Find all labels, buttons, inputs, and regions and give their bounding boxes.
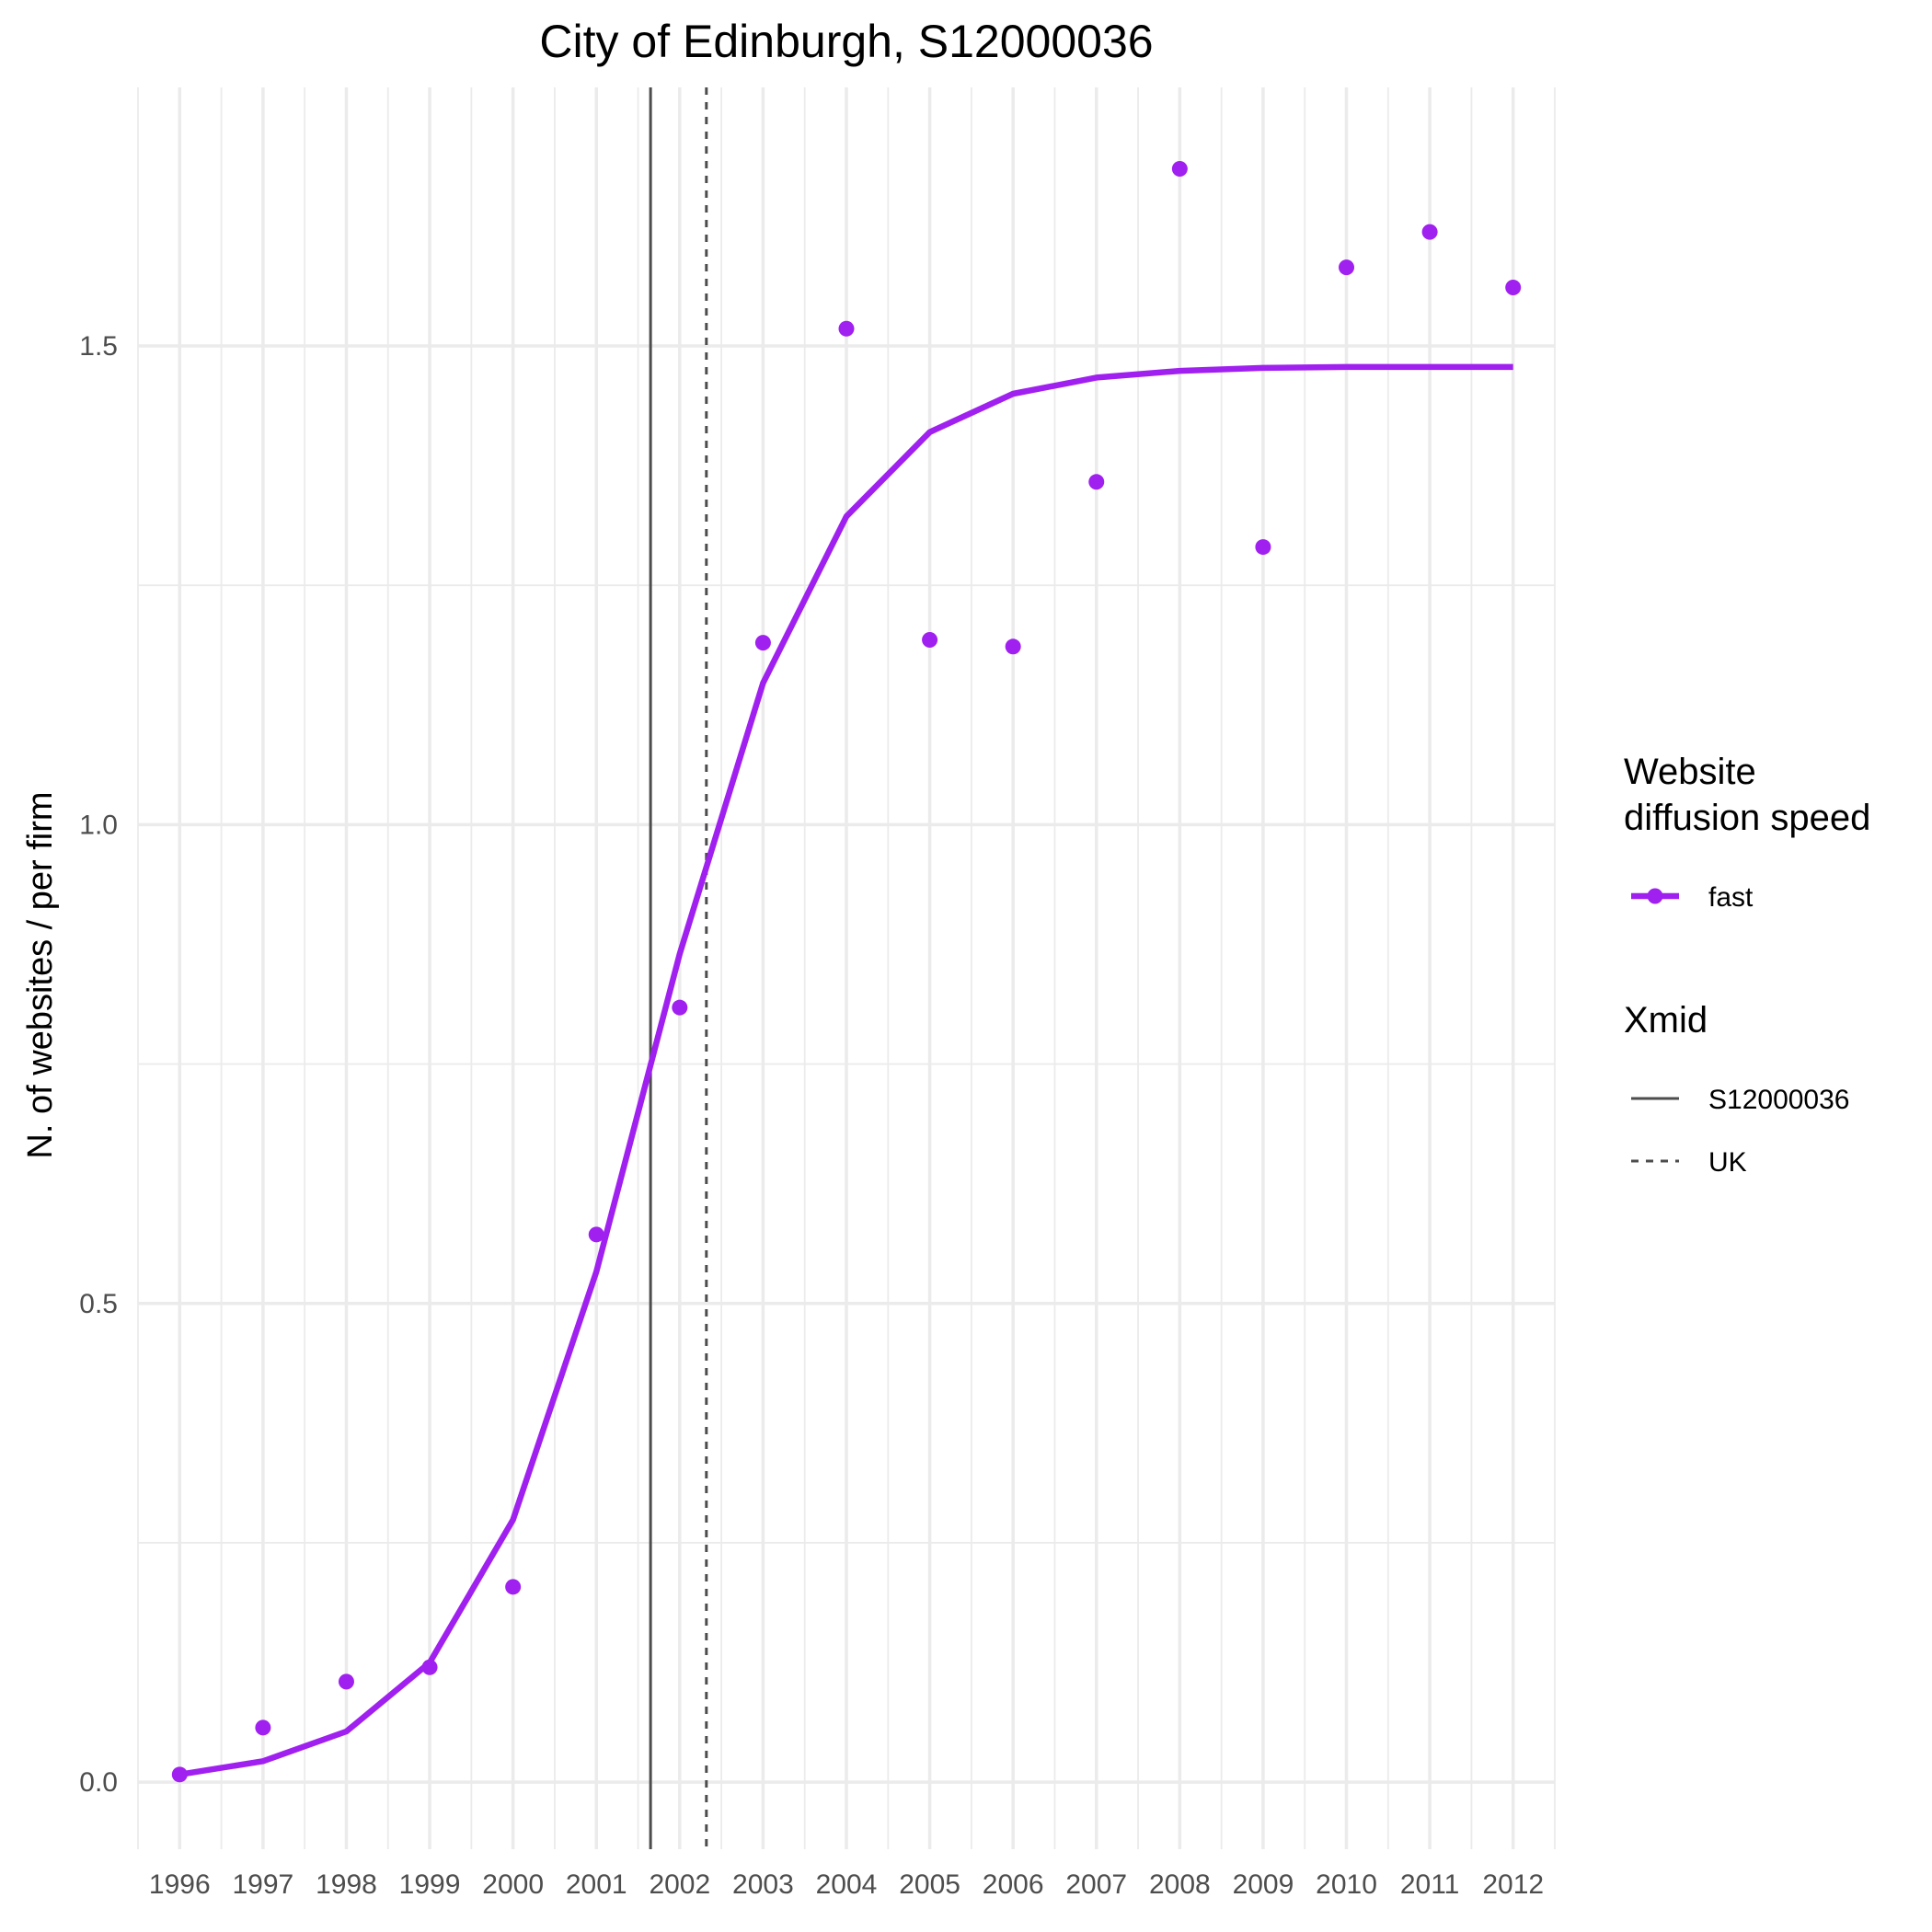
x-tick-label: 1997 [233,1869,294,1900]
series-layer [171,160,1522,1783]
data-point [754,635,771,651]
x-tick-label: 1998 [316,1869,377,1900]
data-point [1505,280,1522,296]
data-point [672,999,688,1016]
x-tick-label: 2004 [816,1869,878,1900]
legend-title: Xmid [1624,1000,1708,1041]
x-tick-label: 2003 [732,1869,794,1900]
legend-label: UK [1708,1147,1747,1178]
data-point [838,320,855,337]
data-point [922,632,938,649]
legend-label: S12000036 [1708,1085,1850,1115]
x-tick-label: 2007 [1065,1869,1127,1900]
data-point [1005,638,1021,655]
x-tick-label: 2006 [983,1869,1044,1900]
x-tick-label: 2008 [1149,1869,1211,1900]
x-tick-label: 2001 [566,1869,627,1900]
x-tick-label: 2002 [649,1869,710,1900]
legend: Website diffusion speed fast Xmid S12000036 U… [1624,752,1870,1178]
x-tick-label: 2012 [1482,1869,1544,1900]
x-tick-label: 2005 [899,1869,960,1900]
legend-title: diffusion speed [1624,798,1870,838]
data-point [338,1673,354,1690]
grid [137,87,1556,1849]
data-point [1339,259,1355,276]
data-point [1255,539,1271,556]
x-tick-label: 1996 [149,1869,211,1900]
x-tick-label: 2000 [482,1869,544,1900]
y-axis-ticks: 0.0 0.5 1.0 1.5 [79,331,118,1798]
data-point [588,1226,604,1243]
x-tick-label: 2011 [1400,1869,1460,1900]
data-point [421,1659,438,1675]
legend-title: Website [1624,752,1756,792]
data-point [1421,224,1438,240]
y-tick-label: 0.0 [79,1767,118,1798]
series-line-fast [178,363,1513,1778]
y-tick-label: 0.5 [79,1289,118,1319]
data-point [255,1719,271,1736]
x-tick-label: 2009 [1233,1869,1294,1900]
chart-title: City of Edinburgh, S12000036 [539,16,1153,67]
legend-label: fast [1708,882,1754,913]
y-tick-label: 1.5 [79,331,118,362]
y-tick-label: 1.0 [79,810,118,840]
data-point [1088,474,1105,490]
reference-lines [649,87,708,1849]
x-tick-label: 2010 [1316,1869,1377,1900]
data-point [171,1766,188,1783]
legend-key-point [1647,888,1663,904]
data-point [505,1579,522,1595]
y-axis-label: N. of websites / per firm [21,791,60,1158]
x-axis-ticks: 1996 1997 1998 1999 2000 2001 2002 2003 2004 2005… [149,1869,1544,1900]
data-point [1171,160,1188,177]
x-tick-label: 1999 [399,1869,461,1900]
